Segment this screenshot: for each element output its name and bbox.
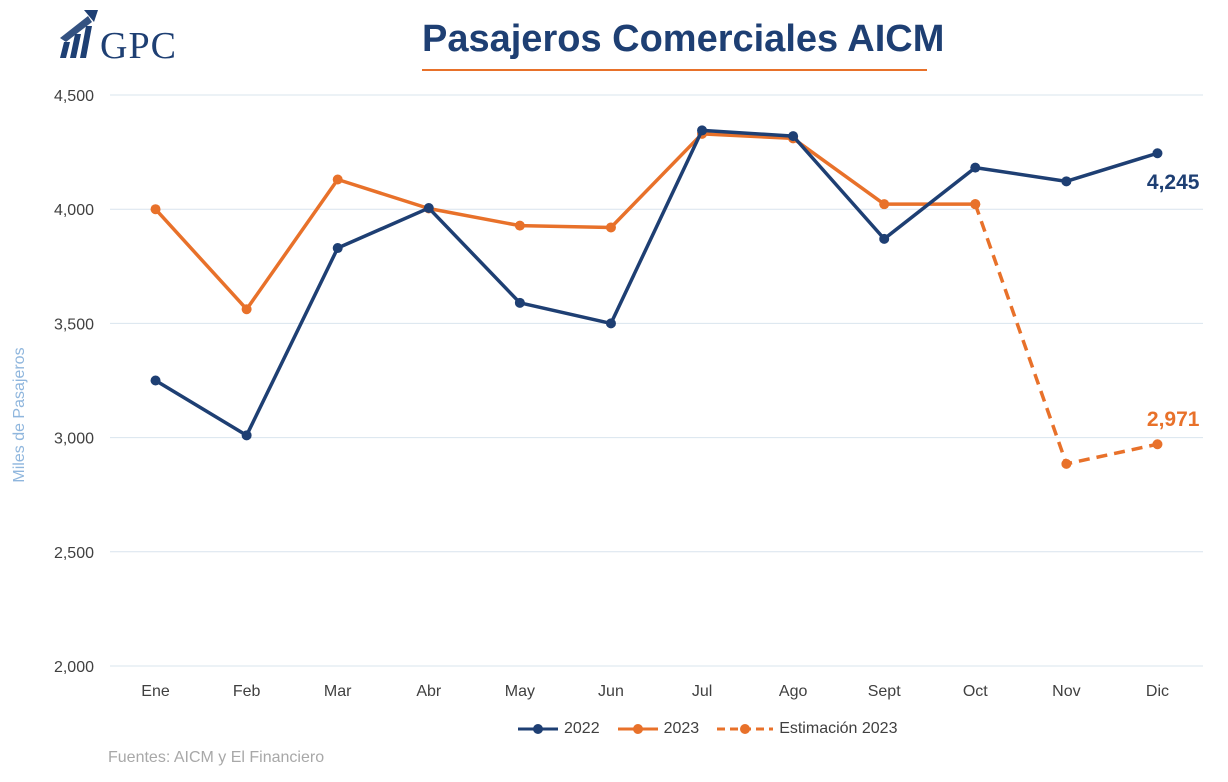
legend-label-2022: 2022 xyxy=(564,720,600,737)
x-tick-label: Sept xyxy=(868,683,901,700)
x-tick-label: Dic xyxy=(1146,683,1169,700)
y-tick-label: 3,500 xyxy=(54,316,94,333)
data-point-2022 xyxy=(1061,176,1072,187)
x-tick-label: May xyxy=(505,683,535,700)
data-point-estimaci-n-2023 xyxy=(1152,439,1163,450)
series-line-estimaci-n-2023 xyxy=(973,203,1158,466)
legend: 2022 2023 Estimación 2023 xyxy=(518,718,915,740)
x-tick-label: Nov xyxy=(1052,683,1080,700)
data-point-2023 xyxy=(605,222,616,233)
legend-label-estimacion-2023: Estimación 2023 xyxy=(779,720,898,737)
x-tick-label: Oct xyxy=(963,683,988,700)
data-label-2022: 4,245 xyxy=(1147,171,1200,194)
x-tick-label: Feb xyxy=(233,683,261,700)
source-note: Fuentes: AICM y El Financiero xyxy=(108,749,325,766)
x-tick-label: Ene xyxy=(141,683,170,700)
line-chart: 2,000 2,500 3,000 3,500 4,000 4,500 Ene Feb Mar A… xyxy=(54,88,1203,700)
data-point-2022 xyxy=(970,162,981,173)
data-point-2023 xyxy=(879,199,890,210)
chart-title: Pasajeros Comerciales AICM xyxy=(422,18,945,60)
data-point-estimaci-n-2023 xyxy=(1061,458,1072,469)
y-tick-label: 2,000 xyxy=(54,659,94,676)
y-tick-label: 3,000 xyxy=(54,431,94,448)
data-point-2022 xyxy=(150,375,161,386)
data-point-2022 xyxy=(1152,148,1163,159)
title-underline xyxy=(422,69,927,71)
data-point-2022 xyxy=(241,430,252,441)
data-point-2023 xyxy=(150,204,161,215)
data-point-2023 xyxy=(514,220,525,231)
data-point-2022 xyxy=(332,243,343,254)
data-point-2022 xyxy=(605,318,616,329)
legend-swatch-2022 xyxy=(518,724,558,734)
series-line-2023 xyxy=(154,132,976,311)
data-point-2023 xyxy=(332,174,343,185)
series-line-2022 xyxy=(154,128,1158,438)
x-tick-label: Ago xyxy=(779,683,808,700)
data-point-2023 xyxy=(970,199,981,210)
data-point-2022 xyxy=(423,203,434,214)
y-tick-label: 2,500 xyxy=(54,545,94,562)
y-tick-label: 4,000 xyxy=(54,202,94,219)
logo-text: GPC xyxy=(100,25,177,67)
x-tick-label: Jun xyxy=(598,683,624,700)
legend-item-2023: 2023 xyxy=(617,720,700,738)
legend-item-estimacion-2023: Estimación 2023 xyxy=(717,720,897,738)
x-tick-label: Abr xyxy=(416,683,442,700)
data-label-estimaci-n-2023: 2,971 xyxy=(1147,408,1200,431)
y-tick-label: 4,500 xyxy=(54,88,94,105)
gpc-logo-icon xyxy=(60,10,98,58)
legend-swatch-estimacion-2023 xyxy=(717,724,774,734)
legend-swatch-2023 xyxy=(617,724,658,734)
data-point-2022 xyxy=(788,131,799,142)
legend-item-2022: 2022 xyxy=(518,720,600,738)
legend-label-2023: 2023 xyxy=(663,720,700,737)
data-point-2022 xyxy=(879,233,890,244)
data-point-2023 xyxy=(241,304,252,315)
data-point-2022 xyxy=(697,125,708,136)
x-tick-label: Mar xyxy=(324,683,352,700)
data-point-2022 xyxy=(514,297,525,308)
x-tick-label: Jul xyxy=(692,683,712,700)
